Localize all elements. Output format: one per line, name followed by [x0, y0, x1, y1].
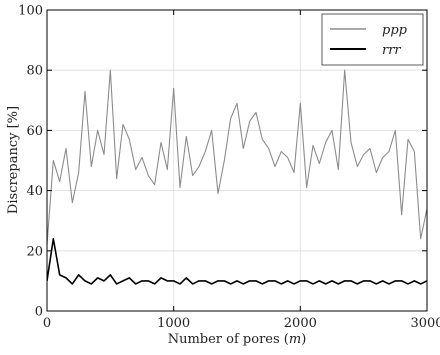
series-rrr: [47, 237, 427, 285]
x-tick-label-1000: 1000: [157, 316, 190, 331]
legend: ppp rrr: [321, 13, 424, 66]
series-line-ppp: [47, 69, 427, 245]
y-tick-label-60: 60: [26, 124, 43, 139]
y-tick-label-20: 20: [26, 244, 43, 259]
x-tick-label-3000: 3000: [410, 316, 440, 331]
x-axis-label: Number of pores (m): [168, 332, 307, 347]
series-layer: [47, 69, 427, 285]
x-tick-label-0: 0: [43, 316, 51, 331]
y-tick-label-80: 80: [26, 64, 43, 79]
y-tick-label-0: 0: [35, 305, 43, 320]
y-axis-label: Discrepancy [%]: [6, 106, 21, 214]
legend-label-ppp: ppp: [382, 23, 408, 38]
plot-frame: [46, 9, 428, 312]
legend-box: [321, 13, 424, 66]
series-ppp: [47, 69, 427, 245]
y-tick-label-40: 40: [26, 184, 43, 199]
ticks: 0 1000 2000 3000 0 20 40 60 80 100: [18, 4, 440, 332]
series-line-rrr: [47, 237, 427, 285]
y-tick-label-100: 100: [18, 4, 43, 19]
legend-label-rrr: rrr: [382, 43, 401, 58]
x-tick-label-2000: 2000: [284, 316, 317, 331]
